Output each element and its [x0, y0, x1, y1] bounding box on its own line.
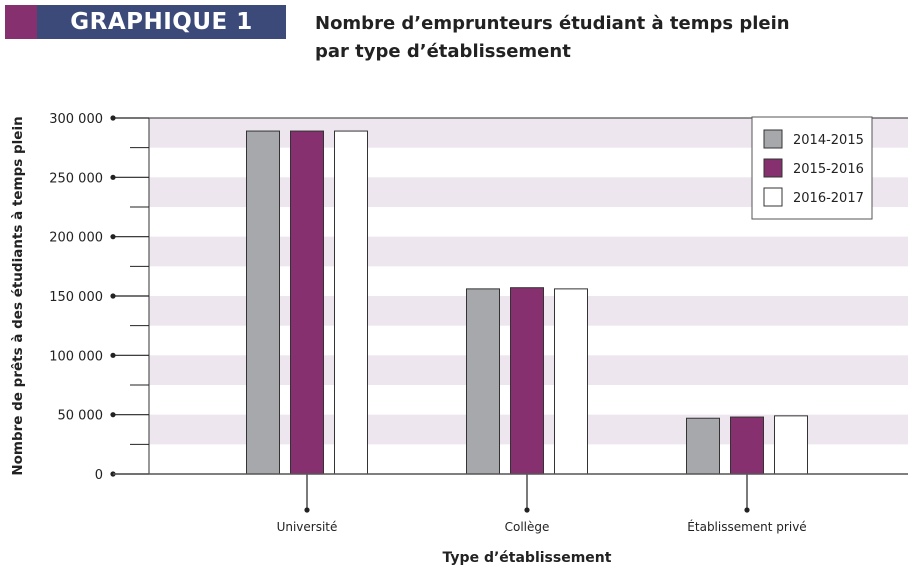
x-axis-label: Type d’établissement	[443, 550, 612, 566]
bar-2014-2015	[686, 417, 720, 475]
y-tick-dot	[110, 115, 116, 121]
chart-title: Nombre d’emprunteurs étudiant à temps pl…	[315, 10, 790, 66]
y-tick-label: 150 000	[49, 290, 103, 305]
legend-swatch	[763, 187, 783, 207]
bar-2014-2015	[466, 288, 500, 475]
y-tick-dot	[110, 412, 116, 418]
legend-label: 2015-2016	[793, 162, 864, 177]
badge-accent	[5, 5, 37, 39]
y-tick-label: 50 000	[58, 409, 104, 424]
legend-swatch	[763, 158, 783, 178]
y-tick-label: 100 000	[49, 349, 103, 364]
y-tick-label: 0	[95, 468, 103, 483]
title-line-2: par type d’établissement	[315, 41, 571, 62]
y-axis-label: Nombre de prêts à des étudiants à temps …	[10, 116, 26, 475]
bar-2016-2017	[334, 130, 368, 475]
y-tick-label: 300 000	[49, 112, 103, 127]
bar-2015-2016	[290, 130, 324, 475]
y-tick-dot	[110, 352, 116, 358]
x-tick-label: Collège	[505, 520, 550, 534]
legend-swatch	[763, 129, 783, 149]
legend-label: 2016-2017	[793, 191, 864, 206]
x-tick-dot	[744, 507, 750, 513]
bar-2016-2017	[554, 288, 588, 475]
y-tick-dot	[110, 234, 116, 240]
y-tick-label: 250 000	[49, 171, 103, 186]
x-tick-label: Établissement privé	[687, 519, 806, 534]
badge-label: GRAPHIQUE 1	[70, 9, 253, 35]
bar-2014-2015	[246, 130, 280, 475]
title-line-1: Nombre d’emprunteurs étudiant à temps pl…	[315, 13, 790, 34]
x-tick-label: Université	[277, 520, 338, 534]
chart-badge: GRAPHIQUE 1	[5, 5, 286, 39]
bar-2016-2017	[774, 415, 808, 475]
legend-label: 2014-2015	[793, 133, 864, 148]
bar-2015-2016	[730, 416, 764, 475]
y-tick-dot	[110, 174, 116, 180]
x-tick-dot	[304, 507, 310, 513]
y-tick-label: 200 000	[49, 231, 103, 246]
x-tick-dot	[524, 507, 530, 513]
y-tick-dot	[110, 293, 116, 299]
bar-2015-2016	[510, 287, 544, 475]
